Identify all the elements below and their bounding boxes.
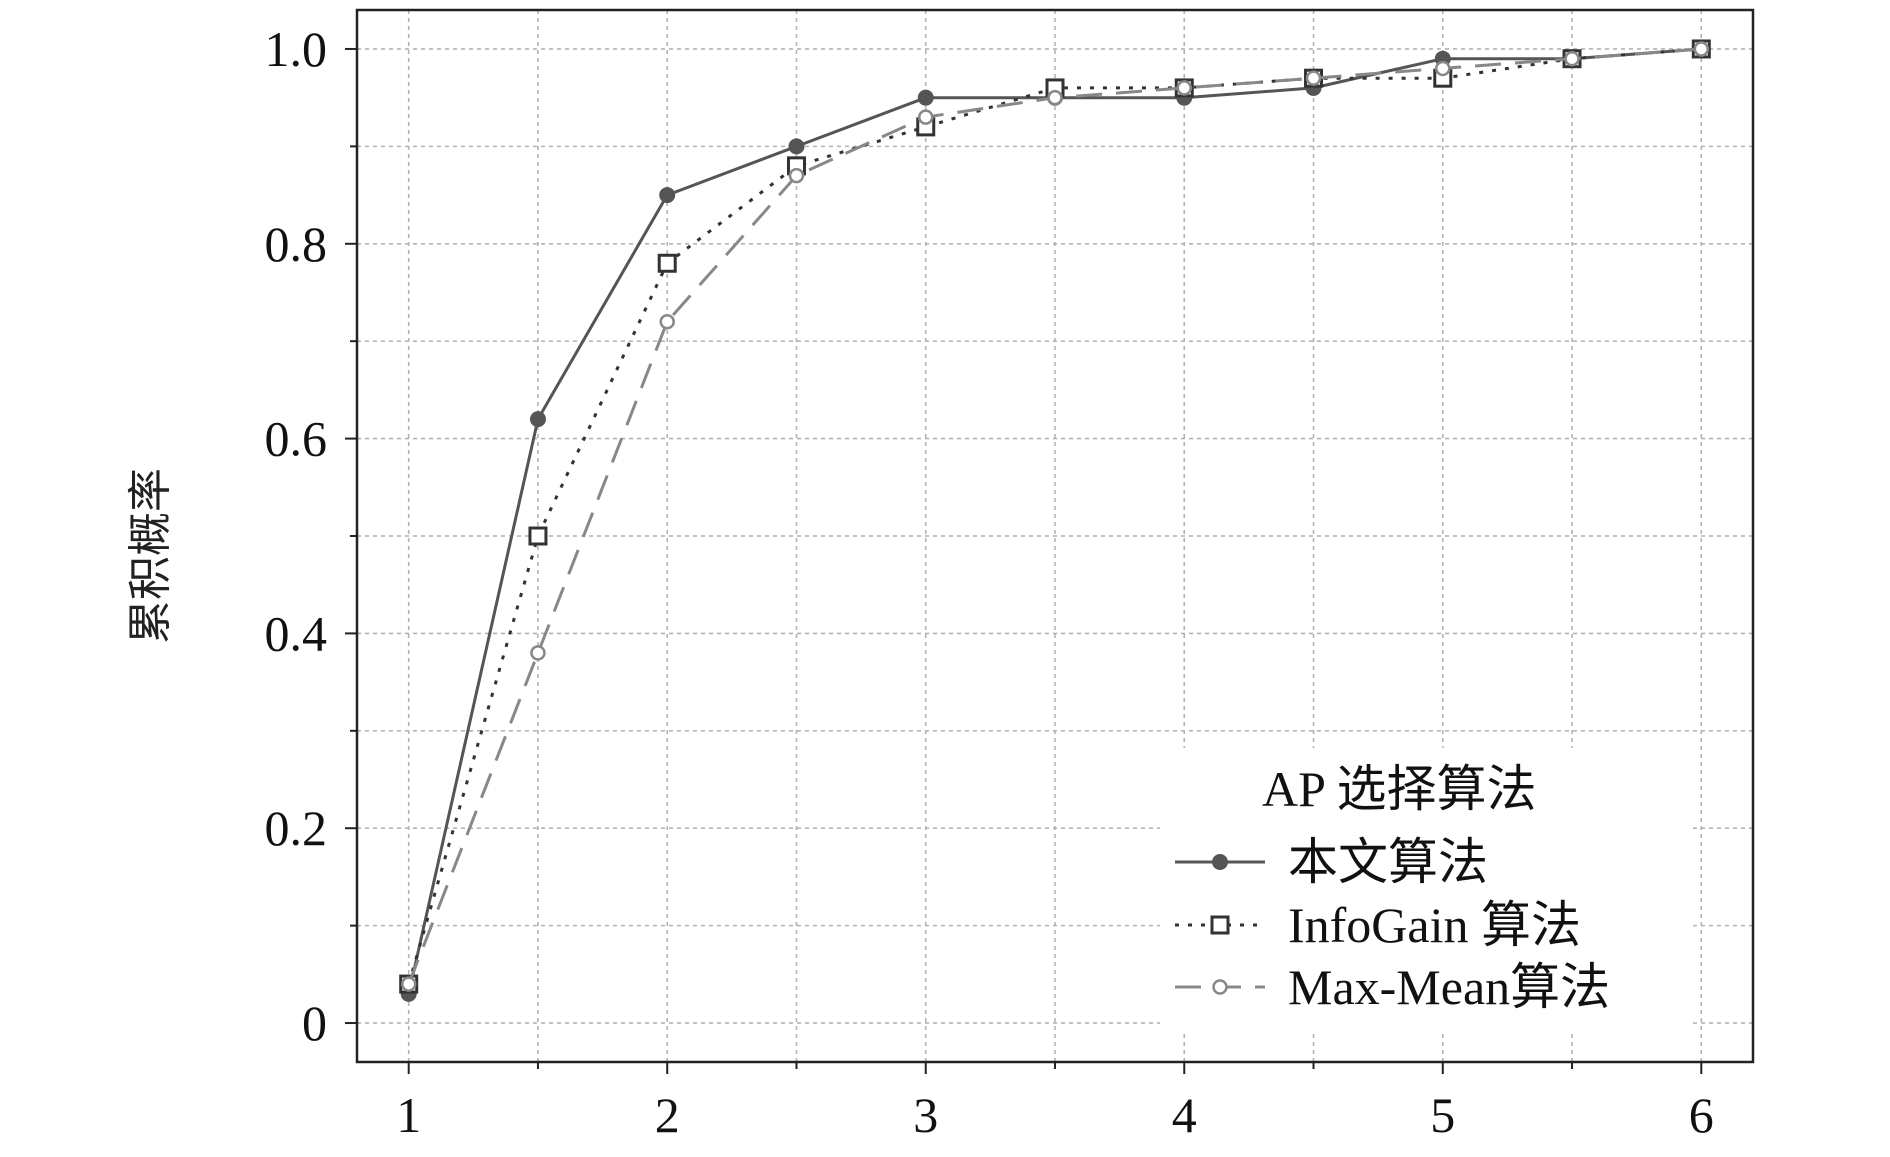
x-tick-label: 1 <box>396 1087 421 1143</box>
data-point <box>788 138 805 155</box>
data-point <box>917 89 934 106</box>
y-tick-label: 1.0 <box>265 21 328 77</box>
legend-item: Max-Mean算法 <box>1175 959 1610 1015</box>
x-tick-label: 5 <box>1430 1087 1455 1143</box>
data-point <box>659 313 675 330</box>
y-tick-label: 0.4 <box>265 605 328 661</box>
legend-items: 本文算法 InfoGain 算法 Max-Mean算法 <box>1175 834 1610 1015</box>
grid-lines <box>357 10 1753 1062</box>
data-point <box>1305 70 1322 86</box>
legend-label: Max-Mean算法 <box>1288 959 1610 1015</box>
data-point <box>1212 979 1228 995</box>
data-point <box>1210 915 1230 935</box>
y-tick-label: 0.8 <box>265 216 328 272</box>
data-point <box>1176 80 1193 96</box>
legend-item: 本文算法 <box>1175 834 1488 890</box>
axis-ticks <box>345 47 1703 1074</box>
data-point <box>530 645 546 661</box>
x-tick-label: 3 <box>913 1087 938 1143</box>
data-point <box>659 187 676 204</box>
data-point <box>400 976 417 992</box>
data-point <box>1047 89 1063 106</box>
series-open-circle <box>400 41 1710 992</box>
y-tick-label: 0.2 <box>265 800 328 856</box>
data-point <box>1693 41 1710 57</box>
data-point <box>529 411 546 428</box>
x-tick-label: 4 <box>1172 1087 1197 1143</box>
legend-item: InfoGain 算法 <box>1175 897 1581 953</box>
data-point <box>1435 60 1451 77</box>
x-tick-labels: 1 2 3 4 5 6 <box>396 1087 1714 1143</box>
y-axis-title: 累积概率 <box>125 468 176 644</box>
y-tick-label: 0 <box>302 995 327 1051</box>
legend-label: 本文算法 <box>1288 834 1488 890</box>
series-layer <box>399 39 1711 1002</box>
x-tick-label: 2 <box>655 1087 680 1143</box>
data-point <box>788 167 805 184</box>
data-point <box>528 526 548 546</box>
data-point <box>1212 854 1228 870</box>
legend: AP 选择算法 本文算法 InfoGain 算法 Max-Mean算法 <box>1160 748 1690 1030</box>
data-point <box>657 253 677 273</box>
y-tick-label: 0.6 <box>265 411 328 467</box>
data-point <box>917 109 934 125</box>
legend-label: InfoGain 算法 <box>1288 897 1581 953</box>
legend-background <box>1160 748 1690 1030</box>
legend-title: AP 选择算法 <box>1262 761 1537 817</box>
data-point <box>1564 50 1580 67</box>
y-tick-labels: 0 0.2 0.4 0.6 0.8 1.0 <box>265 21 328 1051</box>
x-tick-label: 6 <box>1689 1087 1714 1143</box>
